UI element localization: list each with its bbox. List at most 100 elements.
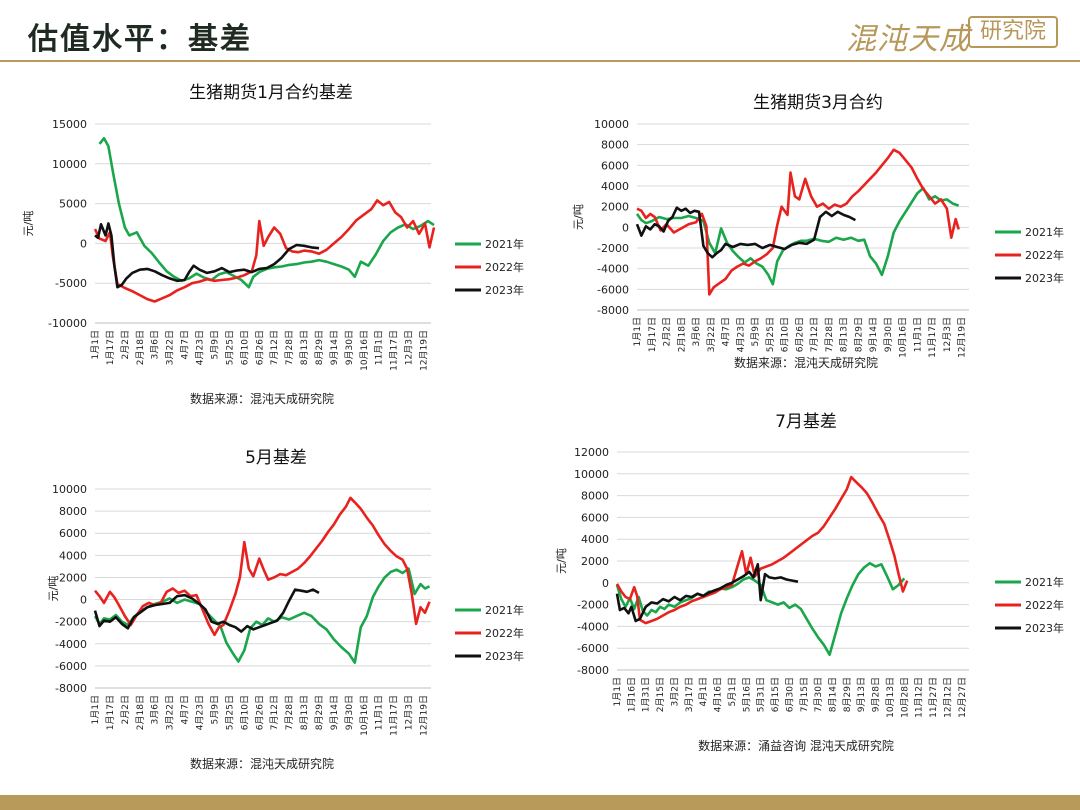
x-tick-label: 6月26日 (254, 330, 265, 365)
x-tick-label: 10月16日 (359, 330, 370, 371)
x-tick-label: 7月28日 (284, 695, 295, 730)
x-tick-label: 12月27日 (957, 677, 968, 718)
y-tick-label: 4000 (581, 533, 609, 546)
x-tick-label: 5月9日 (209, 695, 220, 724)
legend-label: 2022年 (485, 260, 524, 274)
x-tick-label: 3月22日 (706, 317, 717, 352)
x-tick-label: 11月1日 (374, 695, 385, 730)
y-tick-label: 10000 (52, 158, 87, 171)
y-tick-label: -2000 (577, 599, 609, 612)
x-tick-label: 1月1日 (90, 330, 101, 359)
x-tick-label: 1月17日 (647, 317, 658, 352)
y-tick-label: 0 (602, 577, 609, 590)
y-tick-label: 8000 (59, 505, 87, 518)
legend-label: 2023年 (1025, 621, 1064, 635)
x-tick-label: 9月28日 (871, 677, 882, 712)
charts-canvas: 生猪期货1月合约基差150001000050000-5000-100001月1日… (0, 0, 1080, 810)
series-line-2021年 (637, 188, 959, 284)
x-tick-label: 1月1日 (612, 677, 623, 706)
x-tick-label: 7月12日 (269, 330, 280, 365)
x-tick-label: 3月6日 (150, 330, 161, 359)
x-tick-label: 4月1日 (698, 677, 709, 706)
data-source: 数据来源：涌益咨询 混沌天成研究院 (698, 738, 894, 753)
x-tick-label: 1月31日 (641, 677, 652, 712)
x-tick-label: 5月25日 (765, 317, 776, 352)
x-tick-label: 11月17日 (927, 317, 938, 358)
legend-label: 2022年 (1025, 248, 1064, 262)
legend-label: 2023年 (485, 283, 524, 297)
series-line-2023年 (95, 590, 319, 632)
x-tick-label: 10月16日 (359, 695, 370, 736)
y-tick-label: -2000 (597, 242, 629, 255)
y-tick-label: 6000 (601, 159, 629, 172)
x-tick-label: 3月22日 (165, 695, 176, 730)
y-tick-label: 8000 (601, 139, 629, 152)
x-tick-label: 4月7日 (721, 317, 732, 346)
x-tick-label: 5月16日 (741, 677, 752, 712)
y-tick-label: -5000 (55, 277, 87, 290)
x-tick-label: 9月30日 (344, 695, 355, 730)
x-tick-label: 8月29日 (314, 695, 325, 730)
chart-2: 生猪期货3月合约1000080006000400020000-2000-4000… (572, 93, 1064, 370)
series-line-2023年 (617, 564, 798, 621)
data-source: 数据来源：混沌天成研究院 (190, 756, 334, 771)
y-tick-label: 2000 (581, 555, 609, 568)
x-tick-label: 7月30日 (813, 677, 824, 712)
legend-label: 2023年 (1025, 271, 1064, 285)
y-axis-label: 元/吨 (555, 548, 568, 574)
x-tick-label: 1月17日 (105, 330, 116, 365)
x-tick-label: 1月1日 (632, 317, 643, 346)
x-tick-label: 1月17日 (105, 695, 116, 730)
y-tick-label: -8000 (55, 682, 87, 695)
y-tick-label: -2000 (55, 616, 87, 629)
x-tick-label: 8月13日 (299, 330, 310, 365)
x-tick-label: 11月27日 (928, 677, 939, 718)
y-axis-label: 元/吨 (572, 204, 585, 230)
x-tick-label: 9月13日 (856, 677, 867, 712)
y-tick-label: -6000 (55, 660, 87, 673)
x-tick-label: 9月30日 (883, 317, 894, 352)
x-tick-label: 5月31日 (756, 677, 767, 712)
y-axis-label: 元/吨 (47, 576, 60, 602)
chart-4: 7月基差 12000 10000 8000 6000 4000 2000 0 -2000 -400… (555, 412, 1064, 753)
x-tick-label: 7月28日 (284, 330, 295, 365)
x-tick-label: 5月1日 (727, 677, 738, 706)
chart-title: 生猪期货3月合约 (753, 93, 883, 113)
x-tick-label: 5月25日 (224, 330, 235, 365)
x-tick-label: 12月3日 (404, 330, 415, 365)
x-tick-label: 2月18日 (135, 330, 146, 365)
x-tick-label: 9月14日 (868, 317, 879, 352)
x-tick-label: 12月19日 (957, 317, 968, 358)
x-tick-label: 6月26日 (254, 695, 265, 730)
x-tick-label: 9月30日 (344, 330, 355, 365)
x-tick-label: 2月2日 (120, 695, 131, 724)
y-tick-label: 4000 (601, 180, 629, 193)
legend-label: 2022年 (1025, 598, 1064, 612)
x-tick-label: 4月7日 (180, 330, 191, 359)
x-tick-label: 2月18日 (135, 695, 146, 730)
y-tick-label: 0 (80, 237, 87, 250)
x-tick-label: 3月2日 (669, 677, 680, 706)
x-tick-label: 2月2日 (662, 317, 673, 346)
legend-label: 2021年 (1025, 225, 1064, 239)
legend-label: 2023年 (485, 649, 524, 663)
series-line-2022年 (637, 150, 959, 295)
x-tick-label: 10月13日 (885, 677, 896, 718)
series-line-2022年 (95, 498, 430, 635)
x-tick-label: 8月13日 (299, 695, 310, 730)
x-tick-label: 4月7日 (180, 695, 191, 724)
chart-title: 生猪期货1月合约基差 (189, 83, 353, 103)
x-tick-label: 6月30日 (784, 677, 795, 712)
x-tick-label: 7月15日 (799, 677, 810, 712)
x-tick-label: 9月14日 (329, 330, 340, 365)
x-tick-label: 11月17日 (389, 695, 400, 736)
y-tick-label: 10000 (52, 483, 87, 496)
x-tick-label: 4月23日 (735, 317, 746, 352)
x-tick-label: 11月12日 (914, 677, 925, 718)
x-tick-label: 6月15日 (770, 677, 781, 712)
x-tick-label: 3月6日 (691, 317, 702, 346)
y-tick-label: 10000 (574, 468, 609, 481)
x-tick-label: 7月12日 (269, 695, 280, 730)
series-line-2021年 (95, 569, 430, 663)
x-tick-label: 8月29日 (842, 677, 853, 712)
